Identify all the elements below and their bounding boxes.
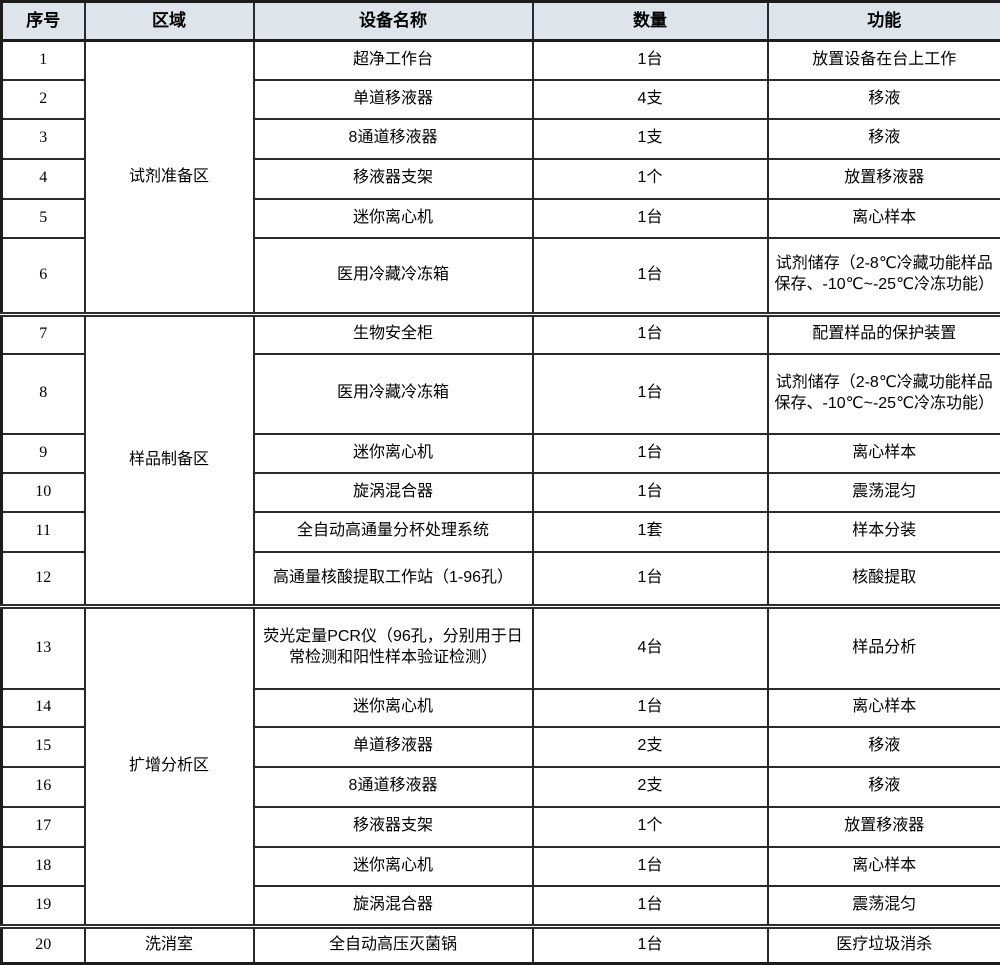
cell-device-name: 全自动高压灭菌锅 xyxy=(254,927,533,964)
cell-function: 移液 xyxy=(768,767,1000,807)
cell-function: 离心样本 xyxy=(768,847,1000,886)
cell-serial-number: 11 xyxy=(2,512,85,552)
cell-quantity: 1台 xyxy=(533,315,768,354)
cell-area: 扩增分析区 xyxy=(85,607,254,927)
cell-quantity: 4支 xyxy=(533,80,768,119)
cell-quantity: 1台 xyxy=(533,689,768,727)
cell-area: 样品制备区 xyxy=(85,315,254,607)
cell-device-name: 超净工作台 xyxy=(254,41,533,80)
cell-quantity: 1台 xyxy=(533,354,768,434)
cell-quantity: 1个 xyxy=(533,807,768,847)
cell-function: 样本分装 xyxy=(768,512,1000,552)
cell-function: 离心样本 xyxy=(768,689,1000,727)
cell-function: 离心样本 xyxy=(768,199,1000,238)
cell-device-name: 旋涡混合器 xyxy=(254,473,533,512)
cell-function: 震荡混匀 xyxy=(768,473,1000,512)
cell-function: 离心样本 xyxy=(768,434,1000,473)
cell-device-name: 迷你离心机 xyxy=(254,434,533,473)
cell-quantity: 1支 xyxy=(533,119,768,159)
cell-serial-number: 16 xyxy=(2,767,85,807)
cell-function: 移液 xyxy=(768,80,1000,119)
cell-area: 试剂准备区 xyxy=(85,41,254,315)
cell-serial-number: 19 xyxy=(2,886,85,927)
cell-quantity: 1套 xyxy=(533,512,768,552)
cell-quantity: 1台 xyxy=(533,199,768,238)
column-header-qty: 数量 xyxy=(533,2,768,41)
cell-serial-number: 1 xyxy=(2,41,85,80)
cell-area: 洗消室 xyxy=(85,927,254,964)
cell-serial-number: 14 xyxy=(2,689,85,727)
cell-serial-number: 4 xyxy=(2,159,85,199)
cell-function: 放置移液器 xyxy=(768,807,1000,847)
cell-quantity: 1台 xyxy=(533,552,768,607)
cell-function: 医疗垃圾消杀 xyxy=(768,927,1000,964)
column-header-func: 功能 xyxy=(768,2,1000,41)
cell-device-name: 迷你离心机 xyxy=(254,847,533,886)
table-head: 序号区域设备名称数量功能 xyxy=(2,2,1000,41)
cell-serial-number: 12 xyxy=(2,552,85,607)
cell-function: 试剂储存（2-8℃冷藏功能样品保存、-10℃~-25℃冷冻功能） xyxy=(768,238,1000,315)
cell-quantity: 1台 xyxy=(533,238,768,315)
cell-function: 移液 xyxy=(768,119,1000,159)
cell-quantity: 1个 xyxy=(533,159,768,199)
cell-quantity: 4台 xyxy=(533,607,768,689)
cell-device-name: 医用冷藏冷冻箱 xyxy=(254,354,533,434)
table-header-row: 序号区域设备名称数量功能 xyxy=(2,2,1000,41)
cell-quantity: 1台 xyxy=(533,434,768,473)
column-header-device: 设备名称 xyxy=(254,2,533,41)
cell-serial-number: 15 xyxy=(2,727,85,767)
cell-serial-number: 9 xyxy=(2,434,85,473)
cell-function: 试剂储存（2-8℃冷藏功能样品保存、-10℃~-25℃冷冻功能） xyxy=(768,354,1000,434)
cell-function: 核酸提取 xyxy=(768,552,1000,607)
column-header-no: 序号 xyxy=(2,2,85,41)
cell-quantity: 1台 xyxy=(533,473,768,512)
cell-device-name: 高通量核酸提取工作站（1-96孔） xyxy=(254,552,533,607)
cell-serial-number: 6 xyxy=(2,238,85,315)
cell-serial-number: 20 xyxy=(2,927,85,964)
cell-device-name: 单道移液器 xyxy=(254,727,533,767)
cell-function: 样品分析 xyxy=(768,607,1000,689)
cell-device-name: 迷你离心机 xyxy=(254,689,533,727)
cell-function: 配置样品的保护装置 xyxy=(768,315,1000,354)
cell-quantity: 1台 xyxy=(533,847,768,886)
cell-quantity: 2支 xyxy=(533,767,768,807)
cell-device-name: 迷你离心机 xyxy=(254,199,533,238)
cell-function: 放置移液器 xyxy=(768,159,1000,199)
cell-function: 移液 xyxy=(768,727,1000,767)
cell-quantity: 2支 xyxy=(533,727,768,767)
cell-quantity: 1台 xyxy=(533,41,768,80)
cell-serial-number: 2 xyxy=(2,80,85,119)
cell-quantity: 1台 xyxy=(533,886,768,927)
cell-device-name: 旋涡混合器 xyxy=(254,886,533,927)
cell-serial-number: 7 xyxy=(2,315,85,354)
cell-device-name: 移液器支架 xyxy=(254,807,533,847)
cell-serial-number: 13 xyxy=(2,607,85,689)
cell-device-name: 全自动高通量分杯处理系统 xyxy=(254,512,533,552)
cell-serial-number: 3 xyxy=(2,119,85,159)
cell-device-name: 荧光定量PCR仪（96孔，分别用于日常检测和阳性样本验证检测） xyxy=(254,607,533,689)
cell-function: 震荡混匀 xyxy=(768,886,1000,927)
cell-quantity: 1台 xyxy=(533,927,768,964)
cell-serial-number: 8 xyxy=(2,354,85,434)
cell-serial-number: 10 xyxy=(2,473,85,512)
cell-device-name: 医用冷藏冷冻箱 xyxy=(254,238,533,315)
cell-device-name: 8通道移液器 xyxy=(254,119,533,159)
cell-serial-number: 18 xyxy=(2,847,85,886)
cell-serial-number: 5 xyxy=(2,199,85,238)
column-header-area: 区域 xyxy=(85,2,254,41)
cell-serial-number: 17 xyxy=(2,807,85,847)
cell-device-name: 生物安全柜 xyxy=(254,315,533,354)
cell-device-name: 移液器支架 xyxy=(254,159,533,199)
cell-device-name: 单道移液器 xyxy=(254,80,533,119)
cell-function: 放置设备在台上工作 xyxy=(768,41,1000,80)
cell-device-name: 8通道移液器 xyxy=(254,767,533,807)
